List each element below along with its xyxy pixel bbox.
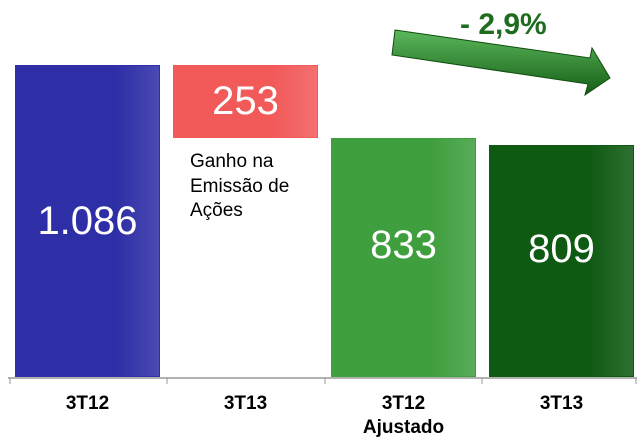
value-label: 1.086 [37,199,138,243]
x-tick-label: 3T12 Ajustado [362,393,445,438]
x-tick-label: 3T13 [223,393,268,414]
change-label: - 2,9% [460,8,547,41]
value-label: 809 [528,227,595,272]
value-label: 253 [212,79,279,124]
bar [173,65,318,138]
bar [489,144,634,377]
annotation: Ganho na Emissão de Ações [190,151,290,222]
value-label: 833 [370,223,437,268]
x-tick-label: 3T13 [539,393,584,414]
bar [331,137,476,377]
trend-arrow [391,29,611,97]
x-tick-label: 3T12 [65,393,110,414]
bar [15,65,160,377]
